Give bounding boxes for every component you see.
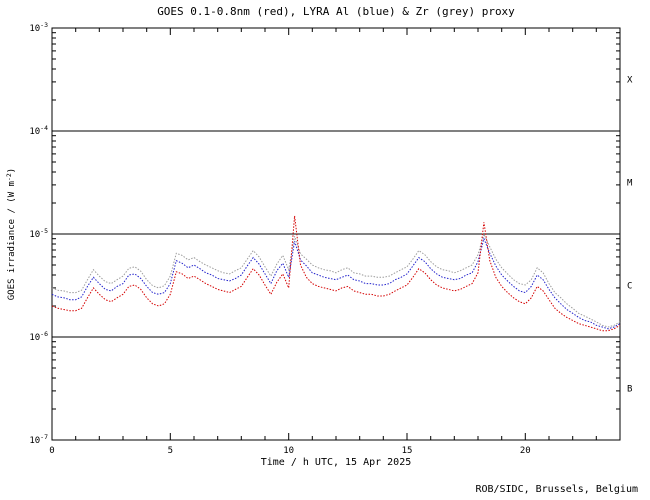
y-tick-label: 10-7 bbox=[29, 433, 48, 446]
series-lyra-al-blue bbox=[51, 237, 621, 330]
x-axis-label: Time / h UTC, 15 Apr 2025 bbox=[260, 457, 412, 468]
series-lyra-zr-grey bbox=[51, 232, 621, 328]
x-tick-label: 20 bbox=[520, 446, 531, 456]
flare-class-label: M bbox=[627, 179, 633, 189]
credit-text: ROB/SIDC, Brussels, Belgium bbox=[475, 484, 638, 495]
y-tick-label: 10-5 bbox=[29, 227, 48, 240]
series-goes-red bbox=[51, 215, 621, 332]
x-tick-label: 10 bbox=[283, 446, 294, 456]
flare-class-label: C bbox=[627, 282, 632, 292]
x-tick-label: 0 bbox=[49, 446, 54, 456]
flare-class-label: B bbox=[627, 385, 632, 395]
y-axis-label: GOES irradiance / (W m-2) bbox=[5, 168, 17, 300]
flare-class-label: X bbox=[627, 76, 633, 86]
y-tick-label: 10-3 bbox=[29, 21, 48, 34]
x-tick-label: 15 bbox=[402, 446, 413, 456]
y-tick-label: 10-6 bbox=[29, 330, 48, 343]
x-tick-label: 5 bbox=[168, 446, 173, 456]
y-tick-label: 10-4 bbox=[29, 124, 48, 137]
chart-title: GOES 0.1-0.8nm (red), LYRA Al (blue) & Z… bbox=[157, 5, 515, 18]
